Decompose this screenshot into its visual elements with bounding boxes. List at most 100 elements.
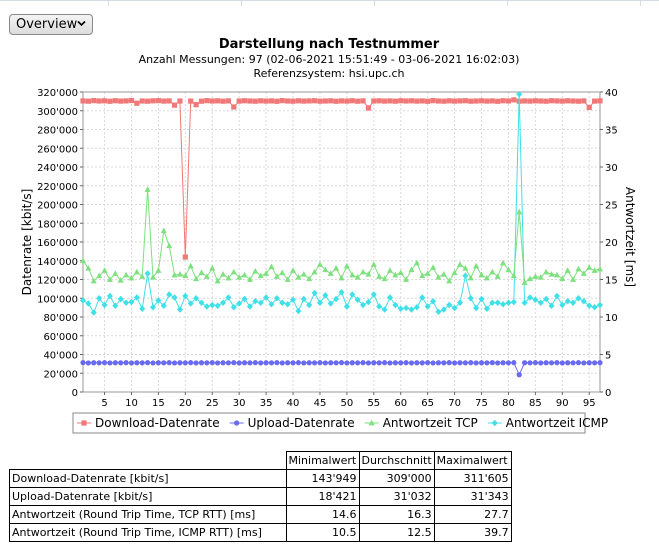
min-value: 18'421 (285, 487, 360, 506)
statistics-header-avg: Durchschnitt (358, 451, 435, 470)
data-point (301, 360, 307, 366)
data-point (241, 295, 248, 303)
data-point (538, 98, 544, 104)
data-point (559, 360, 565, 366)
data-point (220, 360, 226, 366)
data-point (376, 98, 382, 104)
data-point (263, 360, 269, 366)
data-point (451, 360, 458, 366)
data-point (241, 98, 248, 104)
data-point (441, 360, 447, 366)
data-point (209, 265, 216, 271)
data-point (597, 98, 603, 104)
data-point (500, 301, 507, 308)
data-point (215, 360, 221, 366)
data-point (510, 298, 517, 306)
data-point (333, 360, 339, 366)
x-axis-tick-label: 25 (206, 398, 219, 409)
data-point (134, 100, 140, 106)
legend-item: Download-Datenrate (77, 416, 220, 430)
grid (83, 92, 600, 392)
data-point (430, 298, 437, 305)
data-point (456, 261, 463, 267)
data-point (392, 98, 398, 104)
data-point (134, 360, 140, 366)
data-point (107, 360, 113, 366)
data-point (597, 360, 603, 366)
data-point (85, 360, 91, 366)
data-point (511, 360, 517, 366)
data-point (106, 292, 113, 300)
data-point (543, 268, 550, 275)
data-point (505, 360, 512, 366)
data-point (403, 276, 410, 282)
chart-title: Darstellung nach Testnummer (219, 37, 440, 52)
data-point (236, 360, 242, 366)
data-point (473, 360, 479, 366)
y-axis-tick-label: 220'000 (37, 182, 78, 193)
data-point (435, 98, 442, 104)
min-value: 143'949 (285, 469, 360, 488)
data-point (290, 98, 296, 104)
data-point (112, 98, 118, 104)
data-point (268, 301, 275, 308)
x-axis-tick-label: 45 (314, 398, 327, 409)
x-axis-tick-label: 65 (421, 398, 434, 409)
data-point (597, 301, 603, 309)
data-point (91, 98, 97, 104)
max-value: 311'605 (433, 469, 512, 488)
data-point (284, 301, 291, 308)
data-point (322, 360, 328, 366)
data-point (306, 301, 313, 309)
legend-label: Antwortzeit TCP (383, 416, 478, 430)
data-point (306, 360, 312, 366)
x-axis-tick-label: 80 (502, 398, 515, 409)
data-point (537, 274, 544, 280)
data-point (494, 273, 501, 279)
data-point (403, 98, 409, 104)
data-point (344, 360, 350, 366)
data-point (408, 306, 415, 313)
data-point (592, 98, 598, 104)
data-point (333, 265, 340, 271)
data-point (300, 295, 307, 303)
statistics-header-row: Minimalwert Durchschnitt Maximalwert (9, 451, 512, 470)
data-point (532, 273, 539, 279)
data-point (257, 299, 264, 306)
data-point (85, 265, 92, 271)
axes: 0 20'000 40'000 60'000 80'000 100'000 120'000 1… (37, 88, 618, 409)
legend-swatch-marker (234, 420, 240, 426)
data-point (101, 98, 108, 104)
data-point (247, 360, 253, 366)
data-point (123, 271, 130, 278)
data-point (204, 98, 210, 104)
data-point (117, 277, 124, 283)
view-selector-dropdown[interactable]: Overview (9, 14, 93, 35)
x-axis-tick-label: 90 (556, 398, 569, 409)
data-point (456, 299, 463, 306)
data-point (133, 294, 140, 301)
data-point (381, 98, 388, 104)
data-point (311, 268, 318, 275)
y-axis-tick-label: 300'000 (37, 107, 78, 118)
data-point (543, 360, 549, 366)
y-axis-tick-label: 240'000 (37, 163, 78, 174)
data-point (451, 304, 458, 312)
data-point (586, 302, 593, 309)
data-point (570, 299, 577, 306)
data-point (349, 98, 355, 104)
data-point (478, 295, 485, 303)
data-point (397, 305, 404, 312)
data-point (365, 105, 372, 111)
y2-axis-tick-label: 25 (605, 201, 618, 212)
table-row: Download-Datenrate [kbit/s] 143'949 309'… (9, 469, 512, 488)
series (80, 91, 603, 378)
data-point (263, 270, 270, 276)
data-point (489, 268, 496, 275)
legend-box (72, 412, 586, 434)
data-point (483, 305, 490, 312)
row-label: Antwortzeit (Round Trip Time, ICMP RTT) … (9, 523, 287, 542)
avg-value: 12.5 (358, 523, 435, 542)
y-axis-tick-label: 40'000 (43, 351, 78, 362)
data-point (139, 98, 145, 104)
